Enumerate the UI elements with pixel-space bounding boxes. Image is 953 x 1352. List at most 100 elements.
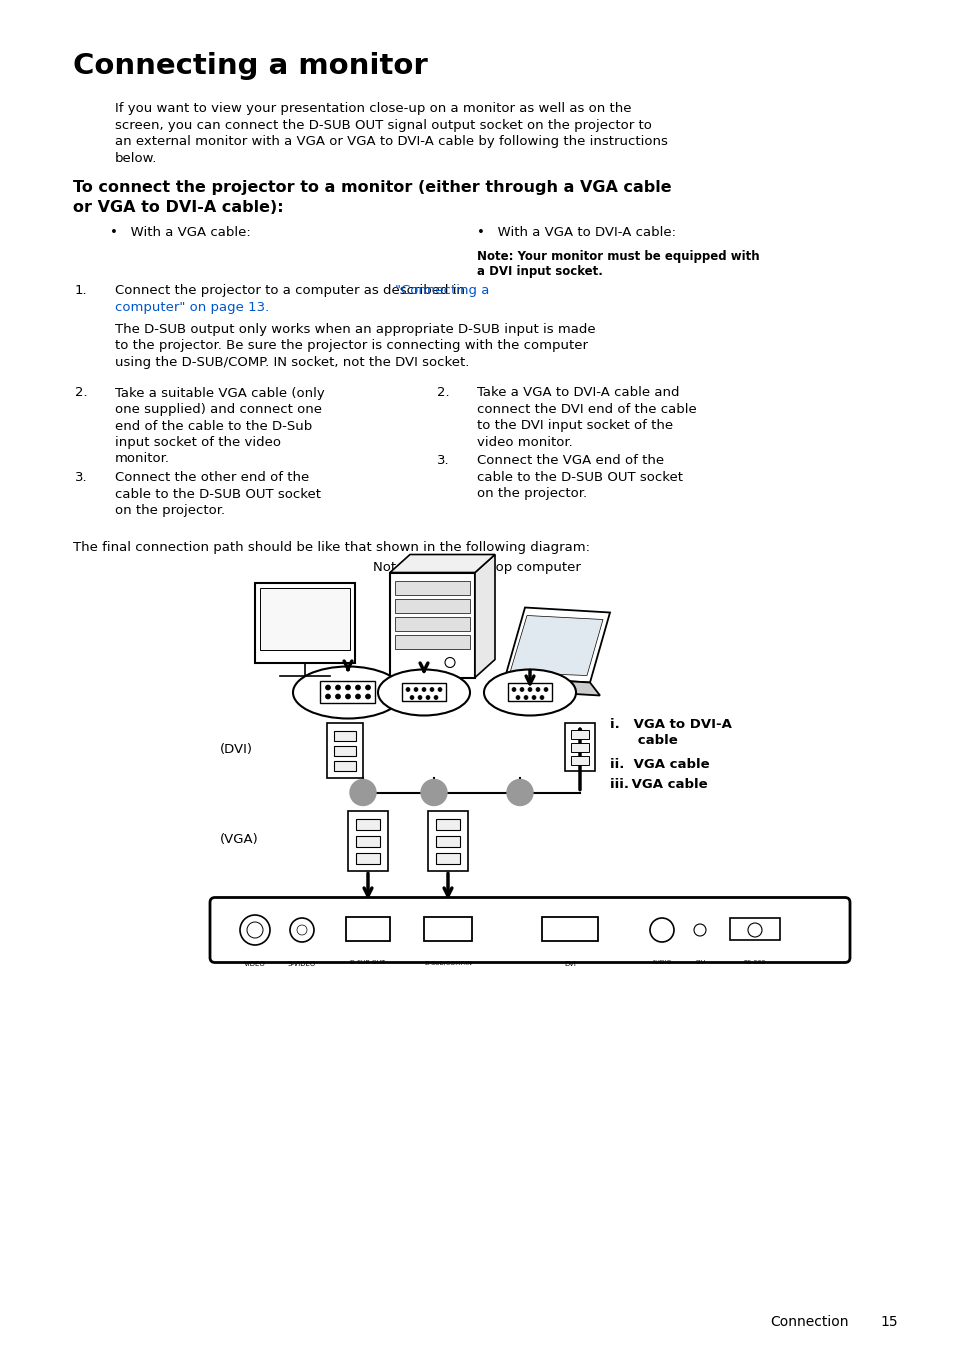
Bar: [390, 572, 475, 677]
Circle shape: [345, 694, 350, 699]
Text: D-SUB/COMP.IN: D-SUB/COMP.IN: [424, 960, 472, 965]
Circle shape: [444, 657, 455, 668]
Circle shape: [414, 688, 417, 691]
Bar: [507, 683, 552, 700]
Bar: [334, 730, 355, 741]
Ellipse shape: [293, 667, 402, 718]
Text: D-SUB OUT: D-SUB OUT: [350, 960, 385, 965]
Circle shape: [365, 685, 370, 690]
Circle shape: [325, 694, 330, 699]
Circle shape: [532, 695, 536, 699]
Polygon shape: [475, 554, 495, 677]
Text: 3.: 3.: [75, 470, 88, 484]
Polygon shape: [504, 607, 609, 683]
Bar: [541, 917, 598, 941]
Bar: [346, 917, 390, 941]
Text: •   With a VGA cable:: • With a VGA cable:: [110, 226, 251, 239]
Circle shape: [290, 918, 314, 942]
Bar: [571, 730, 588, 738]
Text: The D-SUB output only works when an appropriate D-SUB input is made: The D-SUB output only works when an appr…: [115, 323, 595, 337]
Text: If you want to view your presentation close-up on a monitor as well as on the: If you want to view your presentation cl…: [115, 101, 631, 115]
Text: Connect the projector to a computer as described in: Connect the projector to a computer as d…: [115, 284, 469, 297]
Bar: [395, 634, 470, 649]
Text: end of the cable to the D-Sub: end of the cable to the D-Sub: [115, 419, 312, 433]
Circle shape: [355, 694, 360, 699]
Text: 2.: 2.: [436, 387, 449, 399]
Text: connect the DVI end of the cable: connect the DVI end of the cable: [476, 403, 696, 416]
Text: AUDIO: AUDIO: [651, 960, 672, 965]
Bar: [254, 583, 355, 662]
Text: one supplied) and connect one: one supplied) and connect one: [115, 403, 322, 416]
Text: a DVI input socket.: a DVI input socket.: [476, 265, 602, 279]
Bar: [327, 722, 363, 777]
Text: i.   VGA to DVI-A: i. VGA to DVI-A: [609, 718, 731, 730]
Circle shape: [523, 695, 527, 699]
Text: on the projector.: on the projector.: [476, 488, 586, 500]
Bar: [355, 853, 379, 864]
Text: using the D-SUB/COMP. IN socket, not the DVI socket.: using the D-SUB/COMP. IN socket, not the…: [115, 356, 469, 369]
Polygon shape: [390, 554, 495, 572]
Ellipse shape: [377, 669, 470, 715]
Text: computer" on page 13.: computer" on page 13.: [115, 300, 269, 314]
Circle shape: [417, 695, 421, 699]
Bar: [428, 810, 468, 871]
Text: 1.: 1.: [75, 284, 88, 297]
Text: "Connecting a: "Connecting a: [395, 284, 489, 297]
Text: VIDEO: VIDEO: [244, 960, 266, 967]
Text: Take a suitable VGA cable (only: Take a suitable VGA cable (only: [115, 387, 324, 399]
Text: Connection: Connection: [769, 1315, 847, 1329]
Circle shape: [406, 688, 410, 691]
Bar: [334, 745, 355, 756]
Bar: [395, 599, 470, 612]
Text: iii. VGA cable: iii. VGA cable: [609, 777, 707, 791]
Text: ii: ii: [430, 787, 437, 798]
Circle shape: [296, 925, 307, 936]
Circle shape: [434, 695, 437, 699]
Bar: [334, 760, 355, 771]
Text: screen, you can connect the D-SUB OUT signal output socket on the projector to: screen, you can connect the D-SUB OUT si…: [115, 119, 651, 131]
Bar: [260, 588, 350, 649]
Text: cable to the D-SUB OUT socket: cable to the D-SUB OUT socket: [115, 488, 320, 500]
Text: below.: below.: [115, 151, 157, 165]
Circle shape: [747, 923, 761, 937]
Circle shape: [539, 695, 543, 699]
Ellipse shape: [483, 669, 576, 715]
Bar: [436, 818, 459, 830]
Text: an external monitor with a VGA or VGA to DVI-A cable by following the instructio: an external monitor with a VGA or VGA to…: [115, 135, 667, 147]
Text: Connect the other end of the: Connect the other end of the: [115, 470, 309, 484]
Text: cable: cable: [609, 734, 677, 748]
Bar: [436, 853, 459, 864]
Circle shape: [693, 923, 705, 936]
Circle shape: [335, 685, 340, 690]
Bar: [729, 918, 780, 940]
Text: I2V: I2V: [694, 960, 704, 965]
Text: Note: Your monitor must be equipped with: Note: Your monitor must be equipped with: [476, 250, 759, 264]
Bar: [348, 810, 388, 871]
Circle shape: [355, 685, 360, 690]
Bar: [423, 917, 472, 941]
Circle shape: [536, 688, 539, 691]
Circle shape: [430, 688, 434, 691]
Circle shape: [519, 688, 523, 691]
Polygon shape: [504, 677, 599, 695]
Circle shape: [421, 688, 426, 691]
Text: (VGA): (VGA): [220, 833, 258, 845]
Text: Take a VGA to DVI-A cable and: Take a VGA to DVI-A cable and: [476, 387, 679, 399]
Text: Connecting a monitor: Connecting a monitor: [73, 51, 427, 80]
Bar: [436, 836, 459, 846]
Bar: [395, 580, 470, 595]
Bar: [355, 836, 379, 846]
Text: S-VIDEO: S-VIDEO: [288, 960, 315, 967]
Text: (DVI): (DVI): [220, 742, 253, 756]
Bar: [355, 818, 379, 830]
FancyBboxPatch shape: [210, 898, 849, 963]
Text: Connect the VGA end of the: Connect the VGA end of the: [476, 454, 663, 468]
Bar: [401, 683, 446, 700]
Text: monitor.: monitor.: [115, 453, 170, 465]
Circle shape: [649, 918, 673, 942]
Circle shape: [240, 915, 270, 945]
Text: input socket of the video: input socket of the video: [115, 435, 281, 449]
Text: iii: iii: [515, 788, 524, 796]
Text: on the projector.: on the projector.: [115, 504, 225, 516]
Polygon shape: [510, 615, 602, 676]
